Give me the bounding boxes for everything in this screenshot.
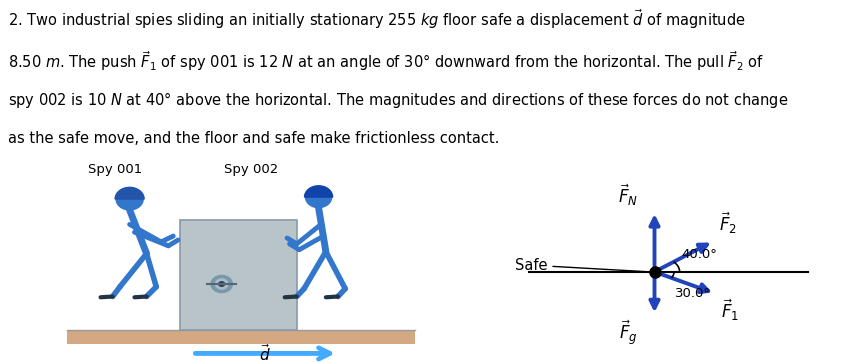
Text: Spy 001: Spy 001 <box>88 163 142 176</box>
Circle shape <box>116 188 143 210</box>
Bar <box>180 220 297 330</box>
Text: Safe: Safe <box>515 258 646 273</box>
Text: spy 002 is 10 $N$ at 40° above the horizontal. The magnitudes and directions of : spy 002 is 10 $N$ at 40° above the horiz… <box>8 90 789 110</box>
Text: $\vec{F}_2$: $\vec{F}_2$ <box>719 211 737 236</box>
Text: Spy 002: Spy 002 <box>224 163 278 176</box>
Text: 8.50 $m$. The push $\vec{F}_1$ of spy 001 is 12 $N$ at an angle of 30° downward : 8.50 $m$. The push $\vec{F}_1$ of spy 00… <box>8 49 765 72</box>
Text: 2. Two industrial spies sliding an initially stationary 255 $kg$ floor safe a di: 2. Two industrial spies sliding an initi… <box>8 7 746 31</box>
Text: $\vec{d}$: $\vec{d}$ <box>259 343 271 362</box>
Circle shape <box>211 275 232 292</box>
Text: as the safe move, and the floor and safe make frictionless contact.: as the safe move, and the floor and safe… <box>8 131 500 147</box>
Circle shape <box>215 279 228 289</box>
Circle shape <box>305 186 332 208</box>
Text: $\vec{F}_1$: $\vec{F}_1$ <box>721 298 739 323</box>
Wedge shape <box>115 188 145 199</box>
Text: $\vec{F}_g$: $\vec{F}_g$ <box>619 319 638 347</box>
Wedge shape <box>304 186 332 197</box>
Text: 30.0°: 30.0° <box>676 287 711 300</box>
Text: $\vec{F}_N$: $\vec{F}_N$ <box>618 182 638 208</box>
Circle shape <box>218 282 224 286</box>
Text: 40.0°: 40.0° <box>681 248 717 261</box>
Bar <box>66 330 416 345</box>
